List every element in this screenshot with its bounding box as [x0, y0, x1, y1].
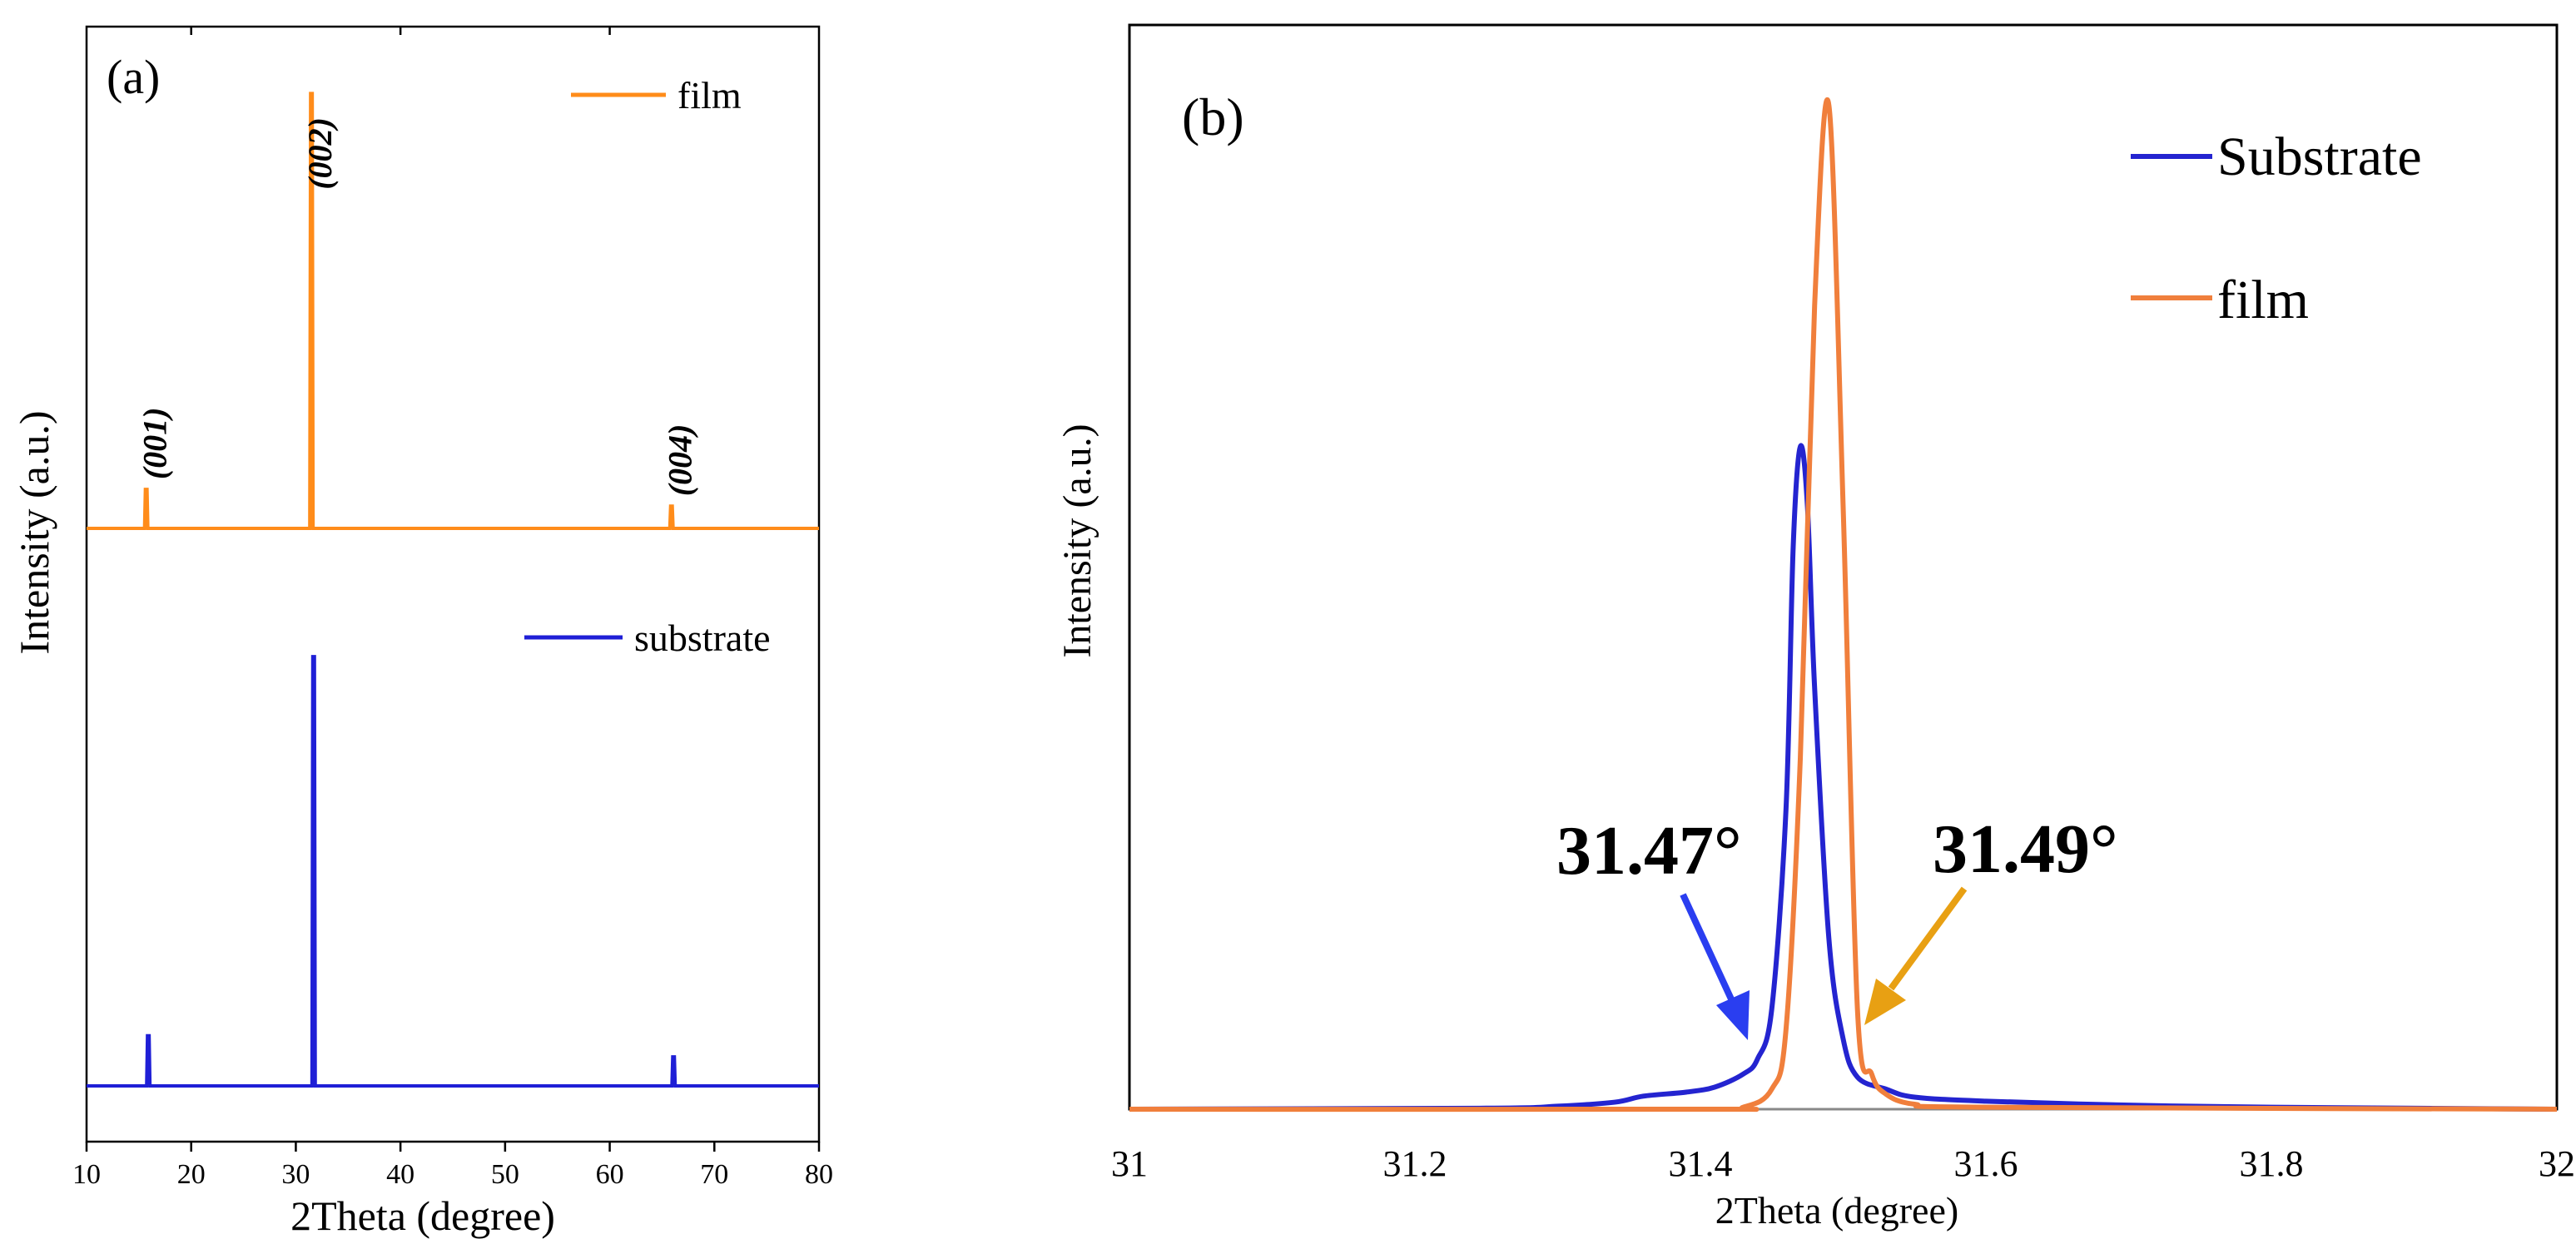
- panel-b-x-tick-label: 31.6: [1954, 1143, 2018, 1184]
- panel-a-legend: film substrate: [524, 74, 771, 659]
- panel-b-annotations: 31.47° 31.49°: [1556, 810, 2118, 1040]
- panel-a-film-series-line: [87, 92, 819, 530]
- panel-b-x-tick-label: 31: [1111, 1143, 1148, 1184]
- panel-a-legend-film-label: film: [678, 74, 742, 116]
- panel-a-x-tick-label: 50: [491, 1159, 519, 1190]
- panel-a-x-tick-label: 20: [177, 1159, 206, 1190]
- panel-a-label: (a): [107, 50, 160, 104]
- panel-b-x-tick-label: 31.2: [1383, 1143, 1447, 1184]
- panel-b-label: (b): [1182, 87, 1244, 146]
- panel-a-frame: [85, 25, 821, 1143]
- panel-a: (a) 10 20 30 40 50 60 70 80 2Theta (degree) Int…: [11, 25, 833, 1239]
- panel-b-substrate-series-line: [1129, 443, 2558, 1112]
- panel-a-legend-substrate-label: substrate: [634, 617, 771, 659]
- panel-a-x-tick-label: 40: [386, 1159, 414, 1190]
- panel-a-x-tick-label: 70: [700, 1159, 728, 1190]
- panel-a-x-axis-label: 2Theta (degree): [290, 1192, 555, 1239]
- film-peak-arrow: [1864, 886, 1968, 1025]
- panel-b-x-tick-label: 31.8: [2240, 1143, 2304, 1184]
- panel-a-x-tick-label: 30: [281, 1159, 310, 1190]
- panel-b-x-tick-label: 32: [2539, 1143, 2575, 1184]
- panel-a-y-axis-label: Intensity (a.u.): [11, 411, 57, 655]
- panel-a-x-tick-label: 60: [596, 1159, 624, 1190]
- panel-a-substrate-series-line: [87, 655, 819, 1088]
- annotation-film-peak: 31.49°: [1933, 810, 2118, 888]
- panel-b-legend: Substrate film: [2131, 126, 2422, 330]
- panel-a-peak-label: (004): [662, 424, 699, 497]
- panel-a-peak-labels: (001) (002) (004): [136, 117, 699, 496]
- panel-a-x-ticks: 10 20 30 40 50 60 70 80: [72, 27, 833, 1190]
- substrate-peak-arrow: [1680, 893, 1750, 1040]
- panel-a-peak-label: (002): [301, 117, 339, 190]
- panel-b: (b) 31 31.2 31.4 31.6 31.8 32 2Theta (degree)…: [1055, 23, 2575, 1232]
- panel-a-x-tick-label: 80: [805, 1159, 833, 1190]
- panel-b-y-axis-label: Intensity (a.u.): [1055, 424, 1099, 657]
- panel-b-x-axis-label: 2Theta (degree): [1715, 1189, 1958, 1232]
- panel-b-legend-substrate-label: Substrate: [2217, 126, 2422, 187]
- panel-b-legend-film-label: film: [2217, 270, 2309, 330]
- panel-b-x-ticks: 31 31.2 31.4 31.6 31.8 32: [1111, 1108, 2575, 1184]
- panel-a-peak-label: (001): [136, 407, 174, 479]
- panel-b-film-series-line: [1129, 97, 2558, 1113]
- panel-a-x-tick-label: 10: [72, 1159, 101, 1190]
- annotation-substrate-peak: 31.47°: [1556, 812, 1742, 890]
- panel-b-x-tick-label: 31.4: [1669, 1143, 1733, 1184]
